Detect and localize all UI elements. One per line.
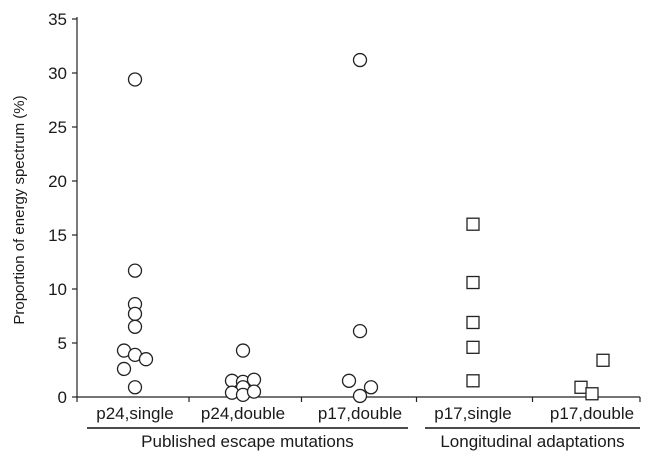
labels-layer: 0 5 10 15 20 25 30 35 Proportion of energy spect… <box>11 10 634 451</box>
square-marker <box>466 275 480 290</box>
circle-marker <box>138 352 154 367</box>
y-tick-label: 5 <box>58 334 67 353</box>
group-label: Published escape mutations <box>141 432 354 451</box>
circle-marker <box>127 263 143 278</box>
category-label: p24,double <box>201 404 285 423</box>
marks-layer <box>116 52 610 404</box>
y-tick-label: 35 <box>48 10 67 29</box>
square-marker <box>585 387 599 401</box>
circle-marker <box>127 72 143 87</box>
group-label: Longitudinal adaptations <box>440 432 624 451</box>
axes-layer <box>72 17 641 429</box>
circle-marker <box>352 52 368 68</box>
category-label: p17,double <box>550 404 634 423</box>
y-tick-label: 25 <box>48 118 67 137</box>
circle-marker <box>235 343 251 358</box>
category-label: p24,single <box>96 404 174 423</box>
circle-marker <box>341 373 357 388</box>
category-label: p17,single <box>434 404 512 423</box>
y-axis-title: Proportion of energy spectrum (%) <box>11 95 28 324</box>
circle-marker <box>116 361 132 377</box>
square-marker <box>596 353 610 367</box>
circle-marker <box>246 384 262 399</box>
circle-marker <box>352 323 368 339</box>
square-marker <box>466 217 480 231</box>
circle-marker <box>127 380 143 395</box>
y-tick-label: 0 <box>58 388 67 407</box>
y-tick-label: 30 <box>48 64 67 83</box>
y-tick-label: 20 <box>48 172 67 191</box>
square-marker <box>466 315 480 330</box>
y-tick-label: 10 <box>48 280 67 299</box>
category-label: p17,double <box>318 404 402 423</box>
circle-marker <box>127 319 143 334</box>
square-marker <box>466 374 480 388</box>
circle-marker <box>363 380 379 395</box>
circle-marker <box>352 388 368 404</box>
y-tick-label: 15 <box>48 226 67 245</box>
square-marker <box>574 380 588 394</box>
square-marker <box>466 340 480 354</box>
circle-marker <box>127 306 143 321</box>
